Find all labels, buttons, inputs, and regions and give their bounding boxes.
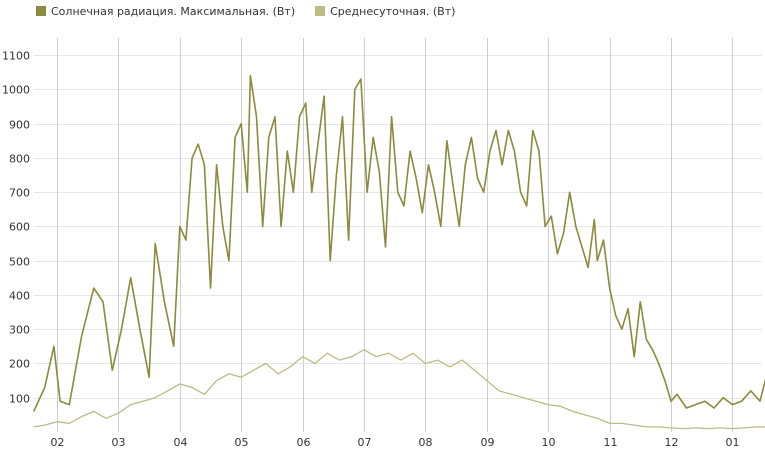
series-line-avg bbox=[33, 349, 765, 430]
y-tick-label: 900 bbox=[9, 119, 30, 132]
y-tick-label: 400 bbox=[9, 290, 30, 303]
x-tick-label: 11 bbox=[604, 436, 618, 449]
y-tick-label: 600 bbox=[9, 221, 30, 234]
series-line-max bbox=[32, 74, 765, 412]
y-tick-label: 1100 bbox=[2, 50, 30, 63]
legend-swatch-max bbox=[36, 6, 46, 16]
x-tick-label: 03 bbox=[112, 436, 126, 449]
vertical-gridlines bbox=[57, 38, 733, 432]
x-tick-label: 06 bbox=[297, 436, 311, 449]
y-tick-label: 500 bbox=[9, 256, 30, 269]
y-tick-label: 300 bbox=[9, 324, 30, 337]
chart-legend: Солнечная радиация. Максимальная. (Вт) С… bbox=[36, 3, 475, 19]
x-tick-label: 07 bbox=[358, 436, 372, 449]
y-tick-label: 200 bbox=[9, 358, 30, 371]
y-tick-label: 700 bbox=[9, 187, 30, 200]
x-tick-label: 04 bbox=[174, 436, 188, 449]
x-tick-label: 09 bbox=[481, 436, 495, 449]
chart-series bbox=[32, 74, 765, 430]
y-axis-tick-labels: 100 200 300 400 500 600 700 800 900 1000 1100 bbox=[2, 50, 30, 406]
legend-swatch-avg bbox=[315, 6, 326, 16]
x-tick-label: 05 bbox=[235, 436, 249, 449]
legend-label-avg: Среднесуточная. (Вт) bbox=[330, 4, 456, 18]
x-tick-label: 01 bbox=[726, 436, 740, 449]
x-axis-tick-labels: 02 03 04 05 06 07 08 09 10 11 12 01 bbox=[51, 436, 740, 449]
legend-label-max: Солнечная радиация. Максимальная. (Вт) bbox=[51, 4, 296, 18]
y-tick-label: 1000 bbox=[2, 84, 30, 97]
y-tick-label: 800 bbox=[9, 153, 30, 166]
x-tick-label: 12 bbox=[665, 436, 679, 449]
x-tick-label: 10 bbox=[542, 436, 556, 449]
x-tick-label: 02 bbox=[51, 436, 65, 449]
legend-item-max[interactable]: Солнечная радиация. Максимальная. (Вт) bbox=[36, 5, 295, 18]
x-tick-label: 08 bbox=[419, 436, 433, 449]
horizontal-gridlines bbox=[34, 55, 762, 399]
legend-item-avg[interactable]: Среднесуточная. (Вт) bbox=[315, 5, 455, 18]
y-tick-label: 100 bbox=[9, 393, 30, 406]
